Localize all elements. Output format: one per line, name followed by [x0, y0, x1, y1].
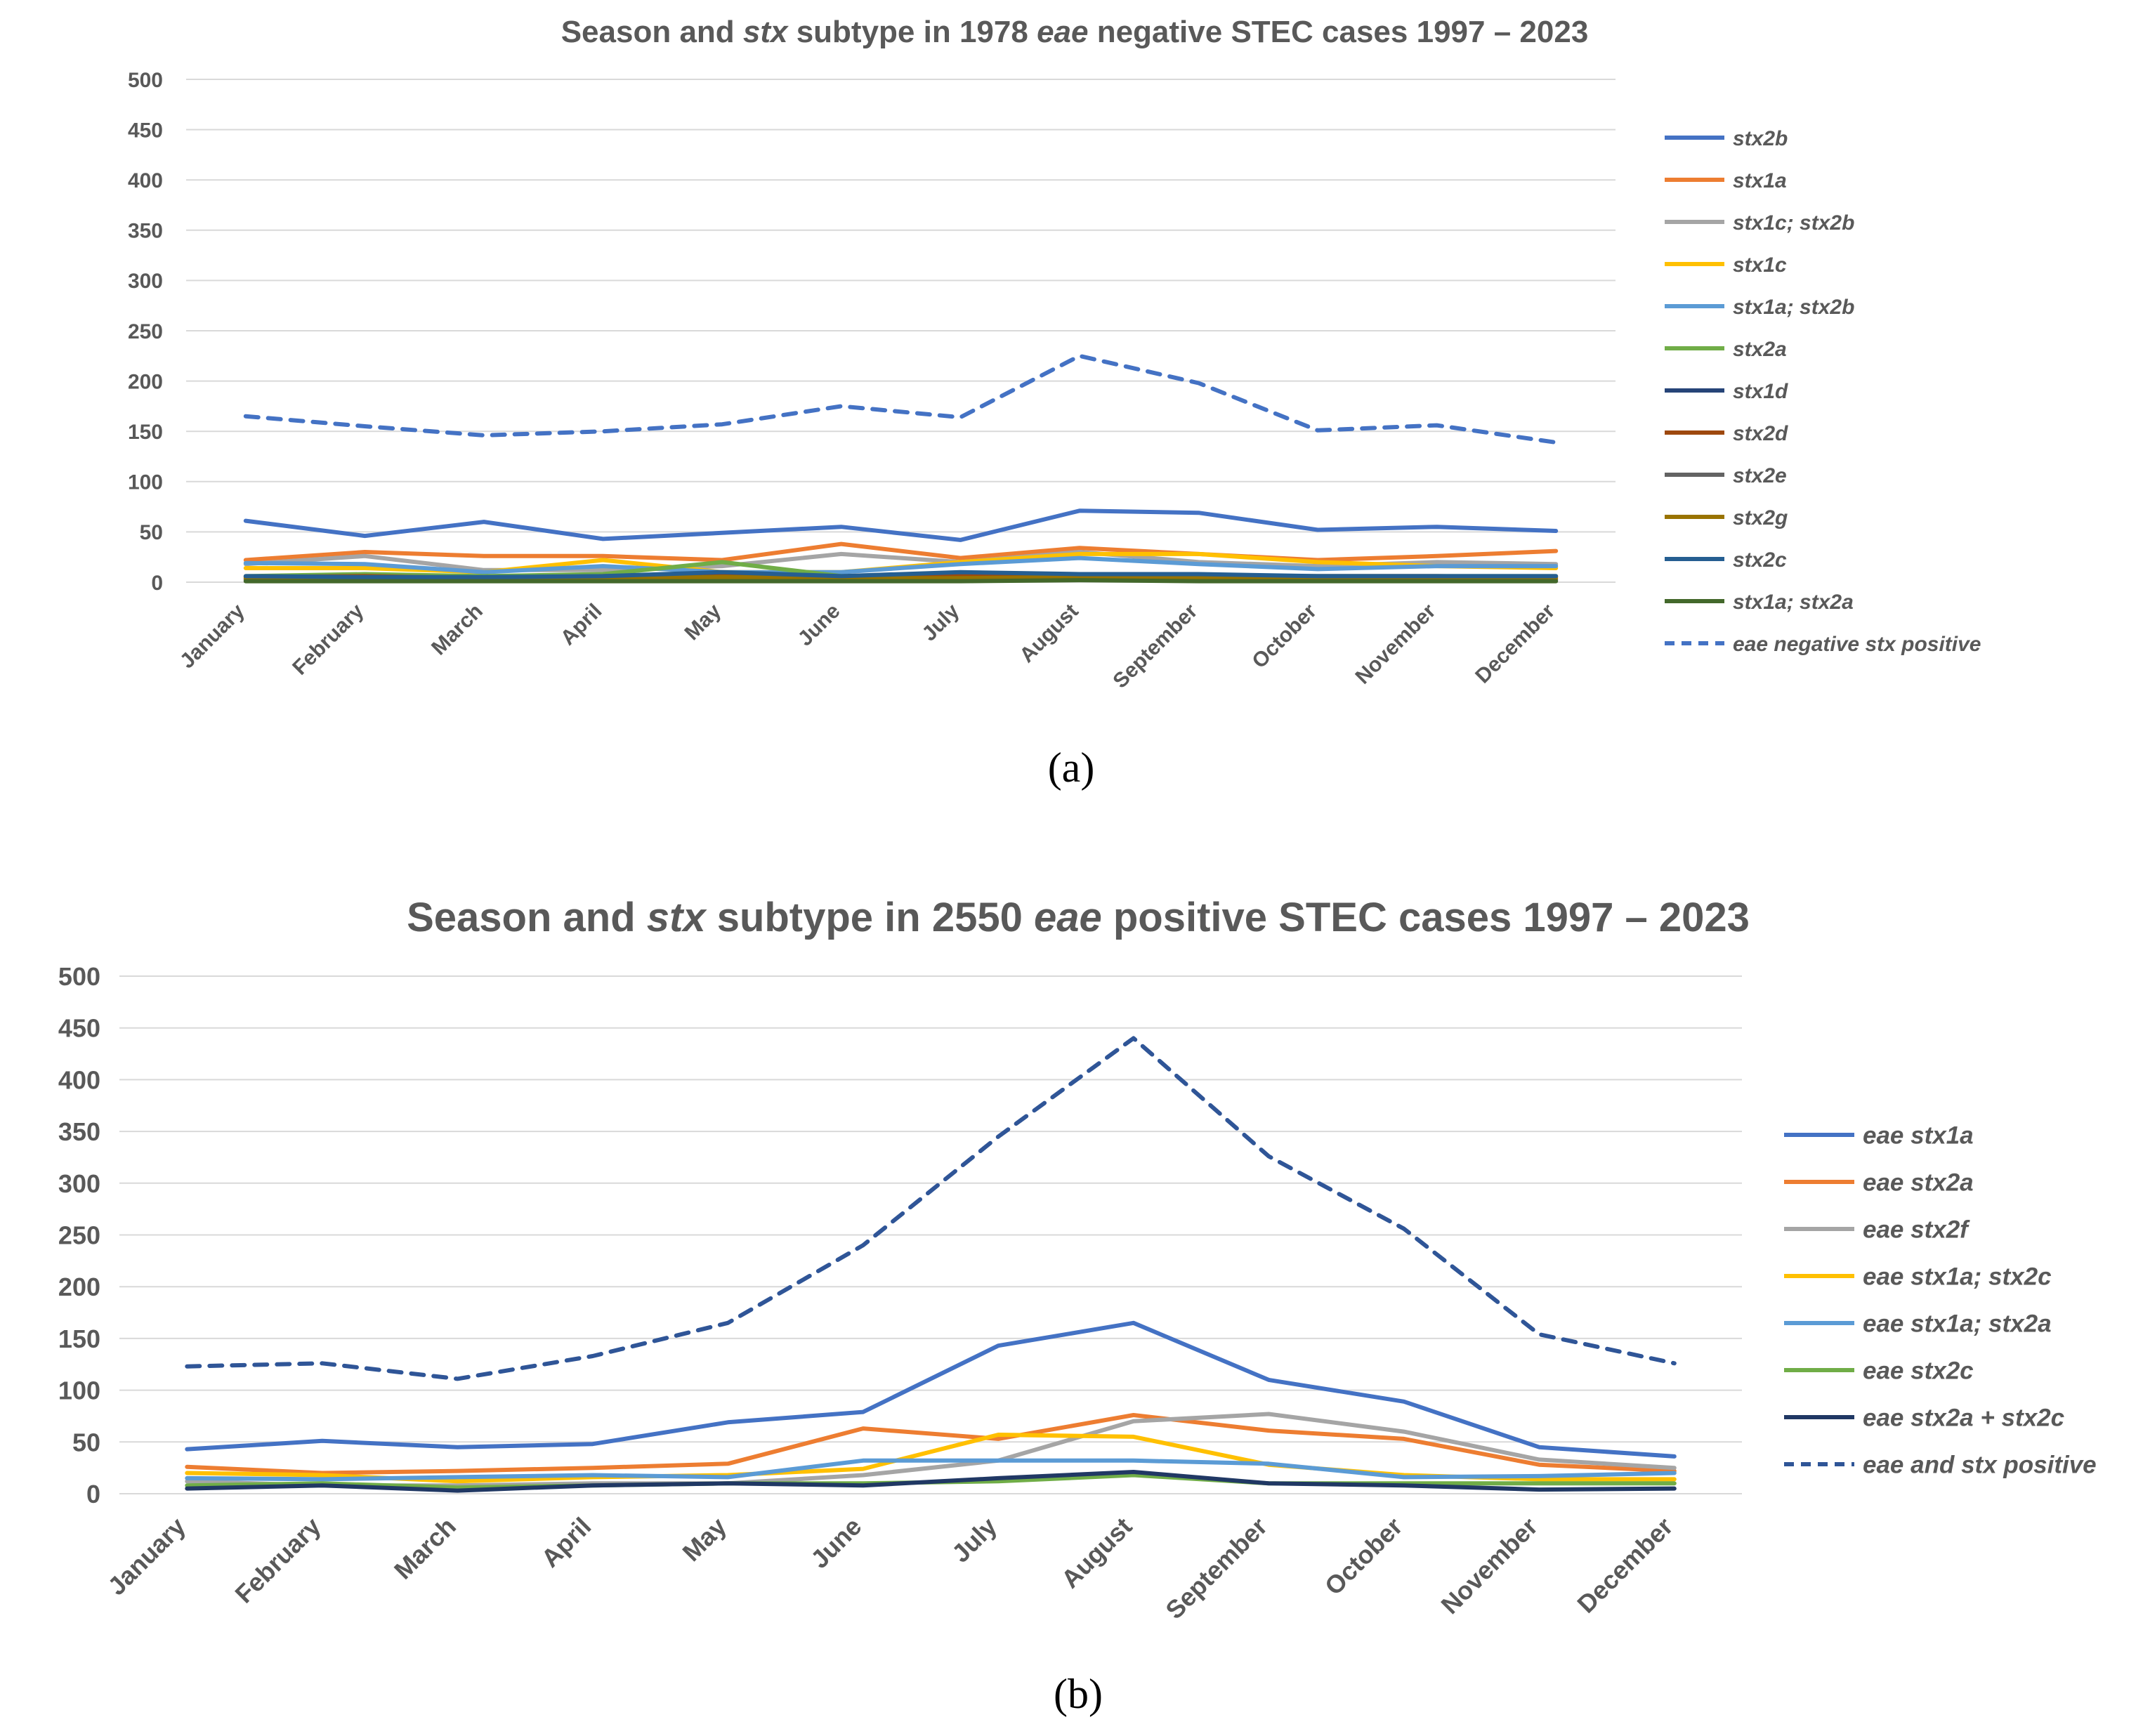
caption-a: (a) — [1048, 744, 1095, 791]
chart-title-part: negative STEC cases 1997 – 2023 — [1088, 15, 1588, 49]
y-tick-label: 200 — [58, 1273, 100, 1301]
x-tick-label: March — [427, 600, 487, 660]
series-line — [185, 1320, 1677, 1459]
y-tick-label: 0 — [151, 572, 163, 595]
x-tick-label: January — [176, 599, 249, 673]
series-line — [243, 570, 1559, 579]
x-tick-label: December — [1571, 1512, 1678, 1619]
chart-title: Season and stx subtype in 1978 eae negat… — [561, 15, 1589, 49]
caption-b: (b) — [1054, 1671, 1103, 1717]
legend-label: eae stx2f — [1863, 1216, 1970, 1244]
legend-label: stx1a; stx2b — [1733, 296, 1854, 319]
legend-label: stx1d — [1733, 380, 1788, 403]
legend-label: stx1a — [1733, 169, 1787, 192]
x-tick-label: October — [1319, 1512, 1408, 1601]
legend-label: eae stx2c — [1863, 1357, 1974, 1385]
y-tick-label: 450 — [58, 1014, 100, 1043]
x-tick-label: October — [1247, 599, 1321, 673]
series-line — [185, 1458, 1677, 1482]
x-tick-label: August — [1015, 600, 1082, 667]
x-tick-label: April — [535, 1512, 596, 1573]
legend-label: stx2c — [1733, 548, 1787, 572]
x-tick-label: May — [676, 1512, 732, 1567]
y-tick-label: 0 — [86, 1480, 100, 1508]
x-tick-label: July — [946, 1512, 1002, 1568]
x-tick-label: May — [680, 599, 726, 645]
series-line — [243, 550, 1559, 572]
chart-title-part: stx — [647, 895, 708, 940]
series-line — [243, 555, 1559, 574]
legend-label: eae and stx positive — [1863, 1452, 2097, 1479]
y-tick-label: 150 — [58, 1324, 100, 1353]
legend-label: eae stx2a — [1863, 1169, 1974, 1197]
chart-a: Season and stx subtype in 1978 eae negat… — [128, 15, 1981, 693]
y-tick-label: 250 — [58, 1221, 100, 1249]
y-tick-label: 400 — [58, 1065, 100, 1094]
legend-label: stx2a — [1733, 338, 1787, 361]
x-tick-label: July — [917, 599, 964, 645]
y-tick-label: 100 — [58, 1376, 100, 1405]
legend-label: stx1c — [1733, 254, 1787, 277]
x-tick-label: August — [1056, 1512, 1138, 1594]
x-tick-label: March — [388, 1512, 461, 1585]
chart-title-part: positive STEC cases 1997 – 2023 — [1102, 895, 1750, 940]
x-tick-label: April — [556, 600, 607, 650]
y-tick-label: 200 — [128, 370, 163, 393]
y-tick-label: 100 — [128, 471, 163, 494]
x-tick-label: June — [794, 600, 845, 651]
chart-title: Season and stx subtype in 2550 eae posit… — [407, 895, 1750, 940]
y-tick-label: 500 — [128, 69, 163, 92]
y-tick-label: 50 — [140, 521, 163, 544]
x-tick-label: December — [1471, 599, 1559, 688]
legend-label: eae stx2a + stx2c — [1863, 1405, 2064, 1432]
legend-label: stx1c; stx2b — [1733, 211, 1854, 235]
y-tick-label: 400 — [128, 169, 163, 192]
series-line — [243, 508, 1559, 542]
series-line — [243, 578, 1559, 584]
x-tick-label: September — [1160, 1512, 1273, 1625]
series-line — [243, 353, 1559, 445]
x-tick-label: June — [805, 1512, 867, 1574]
chart-title-part: eae — [1034, 895, 1102, 940]
chart-title-part: eae — [1037, 15, 1088, 49]
chart-title-part: Season and — [561, 15, 743, 49]
legend-label: eae stx1a; stx2a — [1863, 1310, 2052, 1338]
legend-label: eae negative stx positive — [1733, 633, 1981, 656]
y-tick-label: 350 — [58, 1117, 100, 1146]
x-tick-label: February — [288, 599, 368, 679]
y-tick-label: 50 — [72, 1428, 100, 1456]
legend-label: stx2d — [1733, 422, 1788, 445]
x-tick-label: February — [229, 1512, 326, 1609]
legend-label: stx2b — [1733, 127, 1788, 150]
x-tick-label: September — [1108, 599, 1202, 692]
chart-title-part: subtype in 1978 — [787, 15, 1037, 49]
legend-label: stx2e — [1733, 464, 1787, 487]
y-tick-label: 500 — [58, 962, 100, 991]
series-line — [185, 1470, 1677, 1493]
chart-b: Season and stx subtype in 2550 eae posit… — [58, 895, 2097, 1624]
y-tick-label: 150 — [128, 421, 163, 444]
y-tick-label: 300 — [128, 270, 163, 293]
y-tick-label: 350 — [128, 220, 163, 243]
series-line — [243, 541, 1559, 563]
y-tick-label: 300 — [58, 1169, 100, 1198]
x-tick-label: January — [102, 1512, 191, 1601]
chart-title-part: Season and — [407, 895, 647, 940]
y-tick-label: 450 — [128, 119, 163, 142]
y-tick-label: 250 — [128, 320, 163, 343]
series-line — [185, 1413, 1677, 1475]
legend-label: stx2g — [1733, 506, 1788, 530]
series-line — [185, 1036, 1677, 1381]
legend-label: stx1a; stx2a — [1733, 591, 1854, 614]
legend-label: eae stx1a — [1863, 1122, 1974, 1150]
x-tick-label: November — [1351, 599, 1440, 688]
legend-label: eae stx1a; stx2c — [1863, 1263, 2052, 1291]
x-tick-label: November — [1435, 1512, 1542, 1619]
chart-title-part: subtype in 2550 — [706, 895, 1034, 940]
chart-title-part: stx — [743, 15, 789, 49]
